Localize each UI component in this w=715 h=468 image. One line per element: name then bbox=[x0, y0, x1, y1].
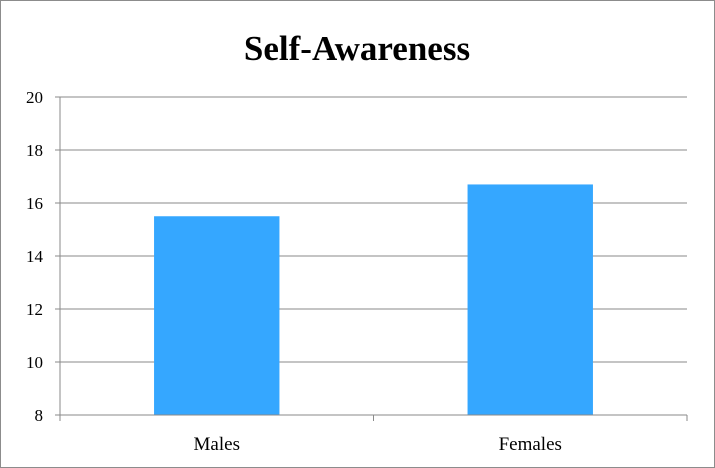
x-category-label: Females bbox=[499, 434, 562, 455]
bars bbox=[154, 184, 593, 415]
axis-labels: 8 10 12 14 16 18 20 Males Females bbox=[26, 88, 562, 455]
bar-females bbox=[467, 184, 593, 415]
x-category-label: Males bbox=[194, 434, 240, 455]
y-tick-label: 8 bbox=[35, 406, 44, 425]
bar-males bbox=[154, 216, 280, 415]
y-tick-label: 20 bbox=[26, 88, 43, 107]
y-tick-label: 10 bbox=[26, 353, 43, 372]
y-tick-label: 18 bbox=[26, 141, 43, 160]
y-tick-label: 16 bbox=[26, 194, 43, 213]
chart-title: Self-Awareness bbox=[244, 29, 470, 68]
axes bbox=[55, 96, 688, 421]
y-tick-label: 12 bbox=[26, 300, 43, 319]
y-tick-label: 14 bbox=[26, 247, 44, 266]
